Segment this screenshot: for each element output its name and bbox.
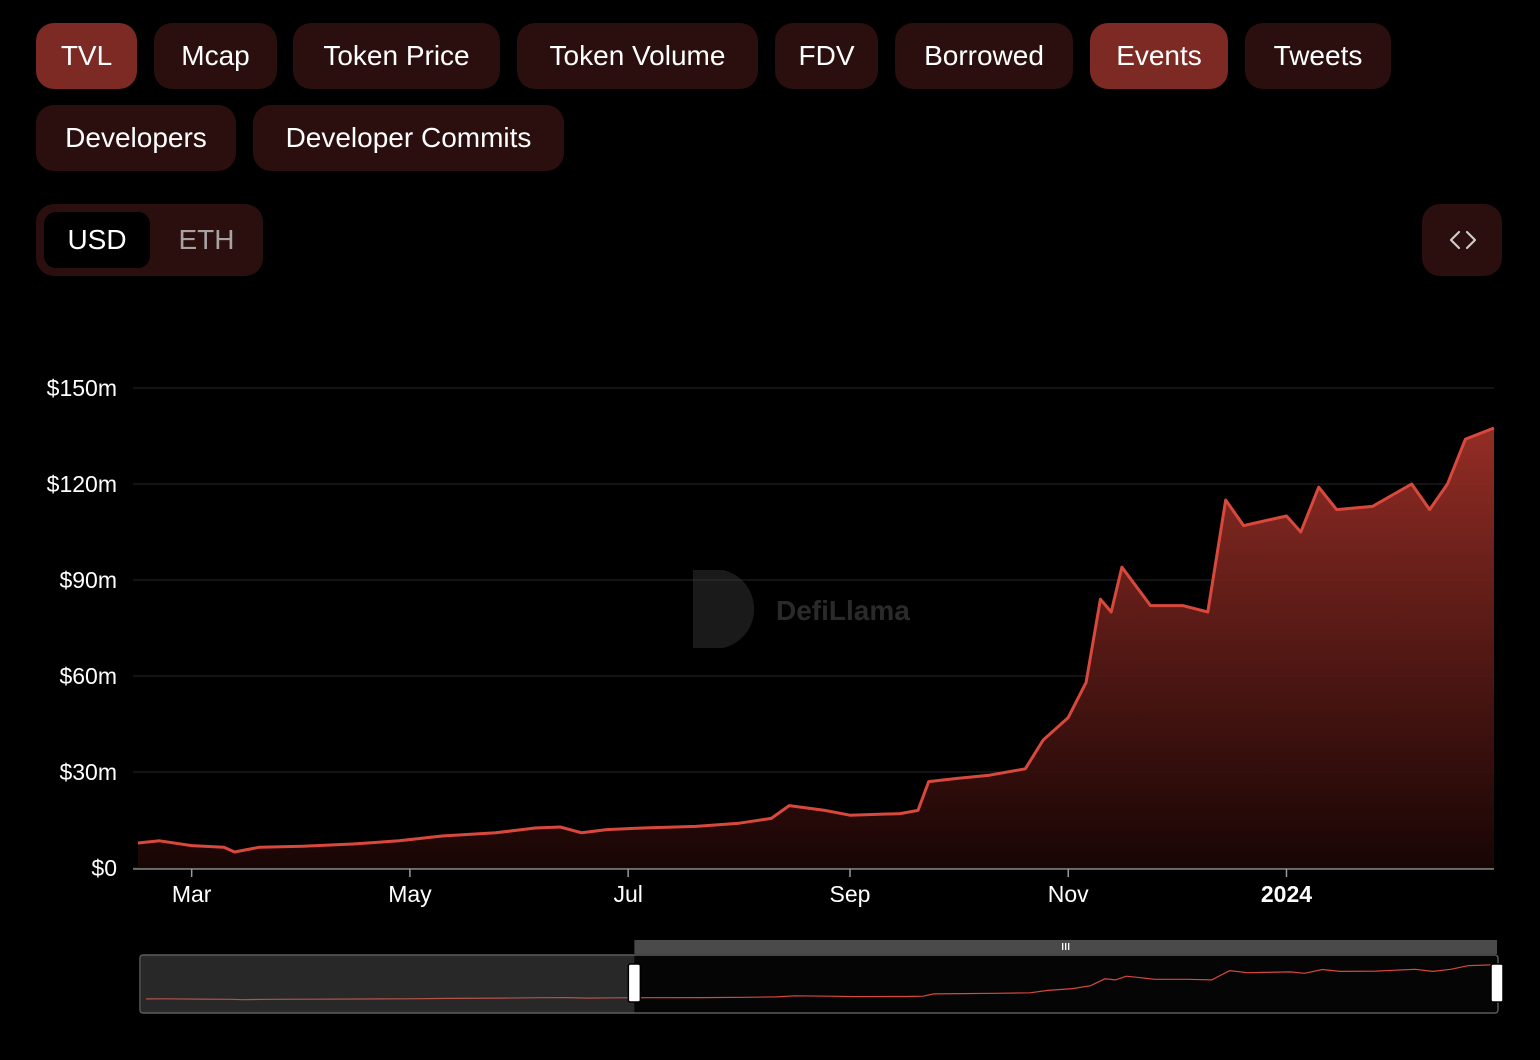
range-preview-line [145, 964, 1498, 1001]
range-handle-left[interactable] [627, 963, 642, 1003]
y-tick-label: $0 [91, 855, 117, 881]
tab-borrowed[interactable]: Borrowed [895, 23, 1073, 89]
llama-logo-icon [693, 570, 755, 648]
y-tick-label: $90m [59, 567, 117, 593]
range-grip-icon [1062, 943, 1070, 950]
y-axis: $0 $30m $60m $90m $120m $150m [47, 375, 117, 881]
x-tick-label: Nov [1048, 881, 1089, 907]
x-tick-label: May [388, 881, 432, 907]
tvl-area [138, 428, 1494, 868]
watermark-text: DefiLlama [776, 595, 910, 626]
tab-developer-commits[interactable]: Developer Commits [253, 105, 564, 171]
currency-usd-option[interactable]: USD [44, 212, 150, 268]
tab-token-volume[interactable]: Token Volume [517, 23, 758, 89]
y-tick-label: $150m [47, 375, 117, 401]
y-tick-label: $30m [59, 759, 117, 785]
range-selector[interactable] [139, 940, 1504, 1014]
range-handle-right[interactable] [1490, 963, 1504, 1003]
x-tick-label: 2024 [1261, 881, 1312, 907]
x-axis: Mar May Jul Sep Nov 2024 [172, 869, 1312, 907]
tab-tweets[interactable]: Tweets [1245, 23, 1391, 89]
x-tick-label: Jul [613, 881, 642, 907]
currency-eth-option[interactable]: ETH [178, 224, 235, 255]
code-brackets-icon [1449, 230, 1477, 250]
y-tick-label: $120m [47, 471, 117, 497]
embed-button[interactable] [1422, 204, 1502, 276]
y-tick-label: $60m [59, 663, 117, 689]
x-tick-label: Mar [172, 881, 212, 907]
range-unselected-shade [141, 955, 635, 1013]
tvl-chart: $0$30m$60m$90m$120m$150m DefiLlama Mar Ma… [47, 375, 1504, 1014]
tab-events[interactable]: Events [1090, 23, 1228, 89]
defillama-watermark: DefiLlama [693, 570, 910, 648]
x-tick-label: Sep [830, 881, 871, 907]
tvl-line [137, 426, 1495, 854]
tab-mcap[interactable]: Mcap [154, 23, 277, 89]
tab-developers[interactable]: Developers [36, 105, 236, 171]
tab-tvl[interactable]: TVL [36, 23, 137, 89]
currency-toggle: USD ETH [36, 204, 263, 276]
tab-token-price[interactable]: Token Price [293, 23, 500, 89]
tab-fdv[interactable]: FDV [775, 23, 878, 89]
